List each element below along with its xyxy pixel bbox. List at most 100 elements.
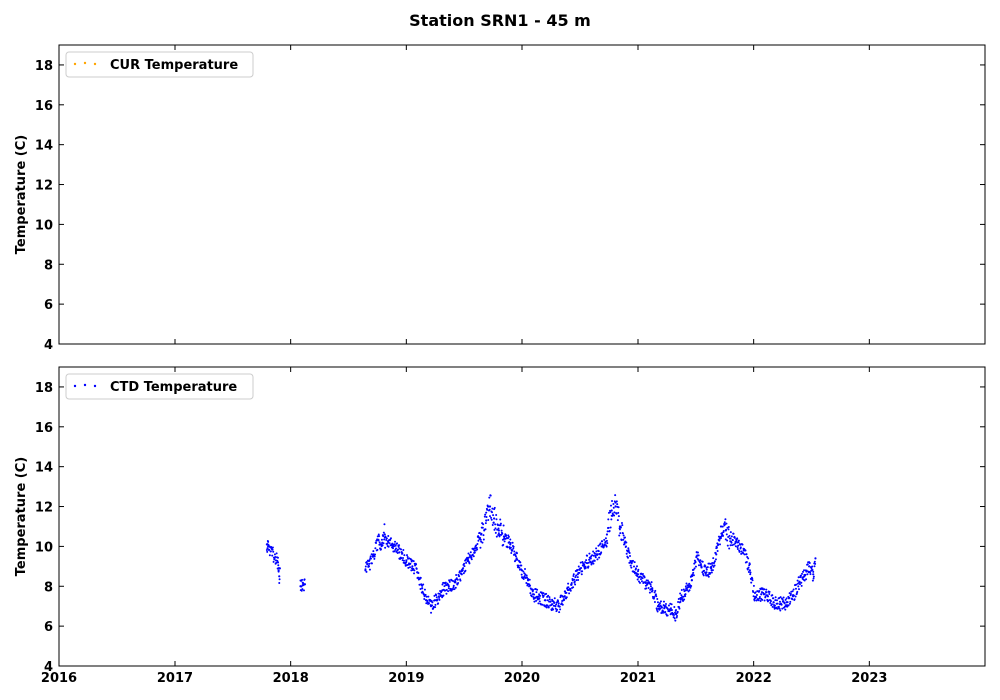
y-tick-label: 16 xyxy=(35,99,53,114)
data-point xyxy=(559,608,562,611)
data-point xyxy=(771,594,774,597)
y-tick-label: 14 xyxy=(35,461,53,476)
data-point xyxy=(701,560,704,563)
data-point xyxy=(616,503,619,506)
data-point xyxy=(732,543,735,546)
data-point xyxy=(576,569,579,572)
data-point xyxy=(577,565,580,568)
data-point xyxy=(412,560,415,563)
data-point xyxy=(628,551,631,554)
data-point xyxy=(770,603,773,606)
data-point xyxy=(375,542,378,545)
data-point xyxy=(592,550,595,553)
y-tick-label: 12 xyxy=(35,501,53,516)
data-point xyxy=(676,615,679,618)
data-point xyxy=(554,607,557,610)
data-point xyxy=(802,570,805,573)
data-point xyxy=(568,592,571,595)
data-point xyxy=(532,596,535,599)
data-point xyxy=(278,581,281,584)
data-point xyxy=(445,592,448,595)
data-point xyxy=(552,608,555,611)
data-point xyxy=(413,572,416,575)
data-point xyxy=(800,581,803,584)
data-point xyxy=(573,580,576,583)
data-point xyxy=(542,594,545,597)
data-point xyxy=(409,562,412,565)
data-point xyxy=(684,595,687,598)
data-point xyxy=(636,578,639,581)
data-point xyxy=(733,536,736,539)
data-point xyxy=(748,569,751,572)
data-point xyxy=(653,591,656,594)
data-point xyxy=(461,569,464,572)
data-point xyxy=(368,558,371,561)
data-point xyxy=(458,575,461,578)
data-point xyxy=(616,519,619,522)
data-point xyxy=(662,610,665,613)
data-point xyxy=(732,532,735,535)
data-point xyxy=(691,575,694,578)
data-point xyxy=(441,583,444,586)
data-point xyxy=(690,579,693,582)
x-tick-label: 2022 xyxy=(736,671,772,686)
data-point xyxy=(472,555,475,558)
data-point xyxy=(457,581,460,584)
data-point xyxy=(563,595,566,598)
data-point xyxy=(303,578,306,581)
data-point xyxy=(640,580,643,583)
data-point xyxy=(456,578,459,581)
data-point xyxy=(795,583,798,586)
data-point xyxy=(763,599,766,602)
data-point xyxy=(705,571,708,574)
data-point xyxy=(808,562,811,565)
data-point xyxy=(372,550,375,553)
data-point xyxy=(431,604,434,607)
data-point xyxy=(647,587,650,590)
data-point xyxy=(374,547,377,550)
data-point xyxy=(737,544,740,547)
data-point xyxy=(808,565,811,568)
data-point xyxy=(744,549,747,552)
data-point xyxy=(526,576,529,579)
data-point xyxy=(623,542,626,545)
data-point xyxy=(369,555,372,558)
data-point xyxy=(422,583,425,586)
data-point xyxy=(610,509,613,512)
data-point xyxy=(768,590,771,593)
data-point xyxy=(502,524,505,527)
data-point xyxy=(609,511,612,514)
data-point xyxy=(380,538,383,541)
data-point xyxy=(477,539,480,542)
data-point xyxy=(679,598,682,601)
data-point xyxy=(498,535,501,538)
y-tick-label: 12 xyxy=(35,179,53,194)
data-point xyxy=(617,515,620,518)
data-point xyxy=(604,537,607,540)
data-point xyxy=(809,573,812,576)
data-point xyxy=(271,546,274,549)
data-point xyxy=(659,600,662,603)
data-point xyxy=(567,582,570,585)
data-point xyxy=(666,614,669,617)
data-point xyxy=(591,554,594,557)
data-point xyxy=(575,579,578,582)
data-point xyxy=(487,519,490,522)
data-point xyxy=(505,534,508,537)
data-point xyxy=(591,560,594,563)
data-point xyxy=(746,568,749,571)
data-point xyxy=(447,590,450,593)
data-point xyxy=(714,558,717,561)
data-point xyxy=(594,552,597,555)
data-point xyxy=(569,587,572,590)
data-point xyxy=(277,564,280,567)
data-point xyxy=(806,563,809,566)
data-point xyxy=(694,565,697,568)
data-point xyxy=(799,574,802,577)
data-point xyxy=(670,609,673,612)
data-point xyxy=(729,537,732,540)
data-point xyxy=(431,601,434,604)
data-point xyxy=(435,594,438,597)
data-point xyxy=(470,558,473,561)
data-point xyxy=(673,617,676,620)
